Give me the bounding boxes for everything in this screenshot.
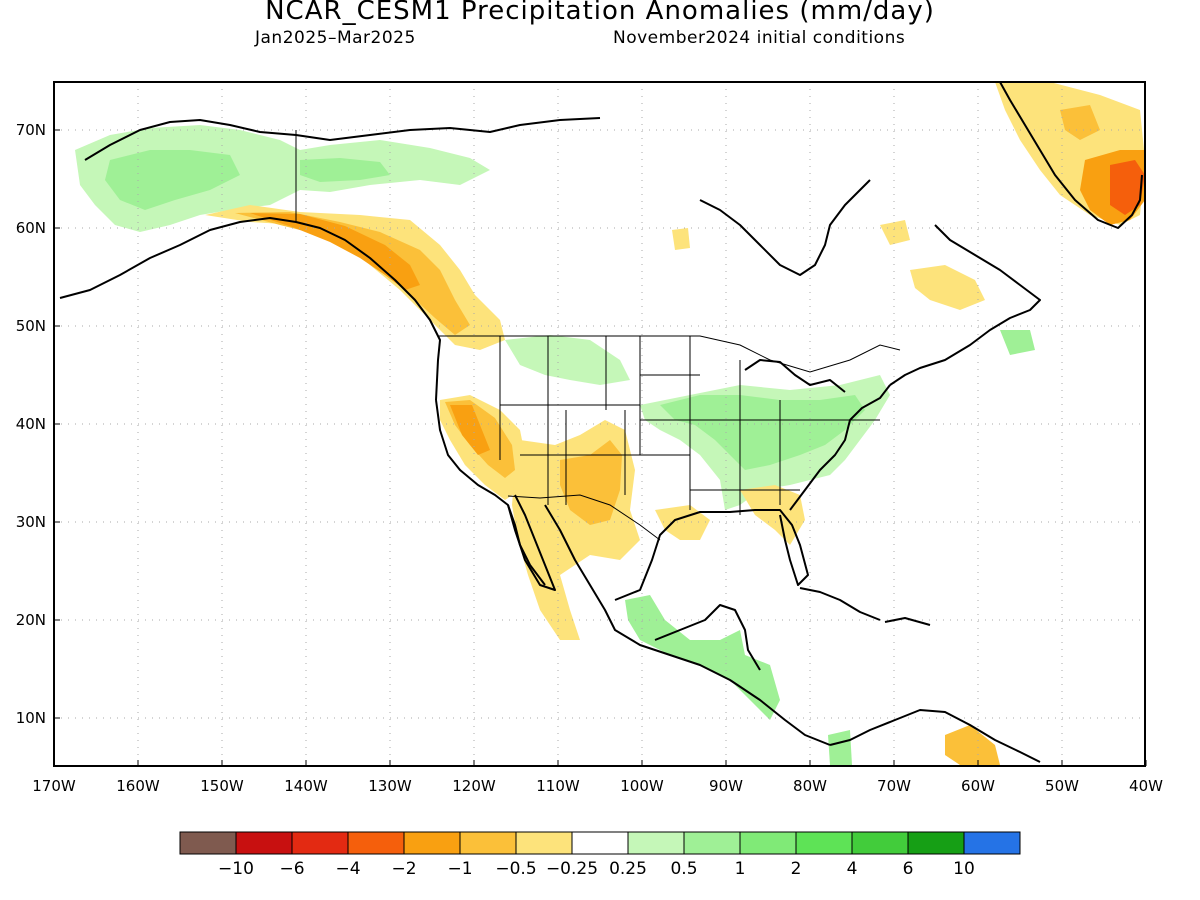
initial-conditions: November2024 initial conditions xyxy=(613,28,906,48)
colorbar-swatch xyxy=(179,831,237,855)
colombia-wet xyxy=(828,730,852,765)
lon-label: 130W xyxy=(368,777,412,795)
lon-label: 160W xyxy=(116,777,160,795)
mexico-pacific xyxy=(544,504,831,746)
longitude-labels: 170W 160W 150W 140W 130W 120W 110W 100W 90W 80W 70… xyxy=(32,760,1163,795)
colorbar-label: −2 xyxy=(391,859,416,879)
colorbar-label: 0.25 xyxy=(609,859,647,879)
lon-label: 80W xyxy=(793,777,827,795)
us-canada-border xyxy=(438,335,901,373)
arctic-coast xyxy=(84,117,601,161)
colorbar-label: −1 xyxy=(447,859,472,879)
colorbar-swatch xyxy=(963,831,1021,855)
colorbar-swatch xyxy=(403,831,461,855)
newfoundland-wet xyxy=(1000,330,1035,355)
lon-label: 70W xyxy=(877,777,911,795)
hispaniola xyxy=(884,617,931,626)
lon-label: 170W xyxy=(32,777,76,795)
yukon-wet-core xyxy=(300,158,390,182)
colorbar-swatch xyxy=(795,831,853,855)
colorbar: −10 −6 −4 −2 −1 −0.5 −0.25 0.25 0.5 1 2 4 6 10 xyxy=(179,831,1021,879)
lon-label: 40W xyxy=(1129,777,1163,795)
lat-label: 30N xyxy=(16,513,46,531)
lon-label: 100W xyxy=(620,777,664,795)
us-west-coast xyxy=(435,399,546,586)
venezuela-dry xyxy=(945,725,1000,765)
lon-label: 140W xyxy=(284,777,328,795)
cuba xyxy=(799,587,881,621)
great-lakes xyxy=(744,359,846,393)
northern-plains-wet xyxy=(505,335,630,385)
california-dry-core xyxy=(450,405,490,455)
lat-label: 50N xyxy=(16,317,46,335)
greenland-coast xyxy=(999,81,1143,229)
colorbar-swatch xyxy=(907,831,965,855)
lon-label: 60W xyxy=(961,777,995,795)
colorbar-swatch xyxy=(459,831,517,855)
eastern-us-wet-core xyxy=(660,395,865,470)
lat-label: 10N xyxy=(16,709,46,727)
yucatan xyxy=(654,604,761,671)
southeast-dry xyxy=(740,485,805,545)
greenland-dry-mid xyxy=(1060,105,1100,140)
colorbar-label: 2 xyxy=(791,859,802,879)
state-lines-central xyxy=(639,336,880,515)
colorbar-label: 4 xyxy=(847,859,858,879)
forecast-period: Jan2025–Mar2025 xyxy=(255,28,416,48)
colorbar-label: 6 xyxy=(903,859,914,879)
latitude-labels: 70N 60N 50N 40N 30N 20N 10N xyxy=(16,121,60,727)
colorbar-label: 0.5 xyxy=(670,859,697,879)
colorbar-swatch xyxy=(851,831,909,855)
baja xyxy=(507,494,556,591)
alaska-wet-core xyxy=(105,150,240,210)
lat-label: 40N xyxy=(16,415,46,433)
alaska-coast xyxy=(59,217,441,401)
colorbar-swatch xyxy=(515,831,573,855)
us-east-coast xyxy=(789,384,891,511)
lon-label: 120W xyxy=(452,777,496,795)
lon-label: 50W xyxy=(1045,777,1079,795)
hudson-bay xyxy=(699,179,871,276)
colorbar-swatch xyxy=(683,831,741,855)
south-america-coast xyxy=(829,709,1041,763)
colorbar-label: −10 xyxy=(218,859,254,879)
lat-label: 20N xyxy=(16,611,46,629)
us-mexico-border xyxy=(507,494,661,541)
lon-label: 110W xyxy=(536,777,580,795)
political-boundaries xyxy=(295,130,901,541)
coastlines xyxy=(59,81,1143,763)
lat-label: 60N xyxy=(16,219,46,237)
lon-label: 90W xyxy=(709,777,743,795)
canada-east-coast xyxy=(889,224,1041,386)
lon-label: 150W xyxy=(200,777,244,795)
lat-label: 70N xyxy=(16,121,46,139)
labrador-dry xyxy=(910,265,985,310)
gulf-coast xyxy=(614,509,809,601)
colorbar-label: 1 xyxy=(735,859,746,879)
colorbar-swatch xyxy=(739,831,797,855)
map-title: NCAR_CESM1 Precipitation Anomalies (mm/d… xyxy=(265,0,935,26)
colorbar-label: −4 xyxy=(335,859,360,879)
colorbar-label: 10 xyxy=(953,859,975,879)
colorbar-label: −6 xyxy=(279,859,304,879)
pacific-coast-dry-outer xyxy=(205,205,505,350)
colorbar-label: −0.25 xyxy=(546,859,598,879)
hudson-east-dry xyxy=(880,220,910,245)
colorbar-swatch xyxy=(347,831,405,855)
colorbar-swatch xyxy=(571,831,629,855)
greenland-dry-strong xyxy=(1110,160,1145,215)
colorbar-swatch xyxy=(235,831,293,855)
mexico-wet xyxy=(625,595,780,720)
colorbar-swatch xyxy=(291,831,349,855)
state-lines-west xyxy=(499,336,690,505)
hudson-west-dry xyxy=(672,228,690,250)
anomaly-fields xyxy=(75,82,1145,765)
colorbar-label: −0.5 xyxy=(495,859,536,879)
colorbar-swatch xyxy=(627,831,685,855)
